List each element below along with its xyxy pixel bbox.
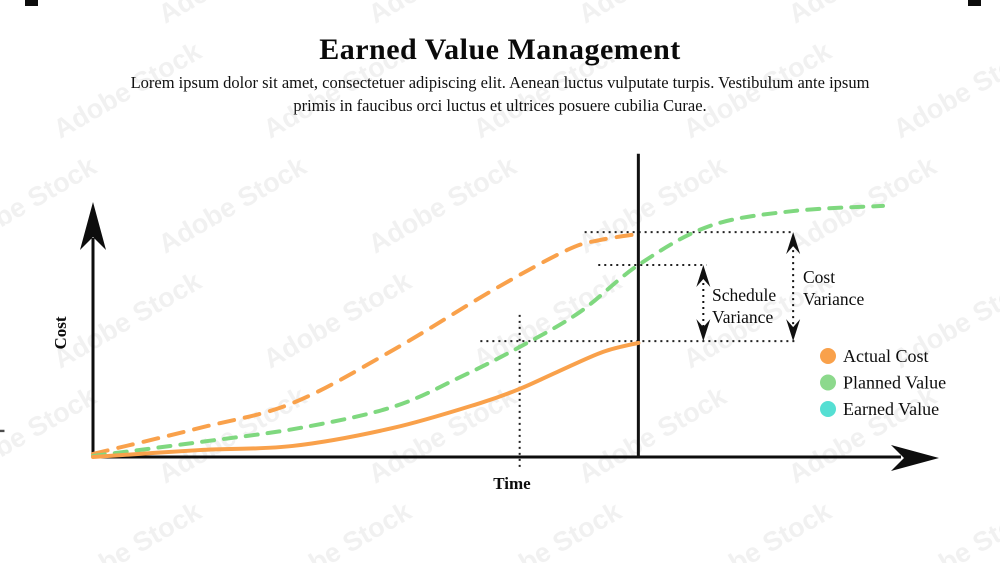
cost-variance-label-line1: Cost [803,267,835,287]
crop-mark-right [968,0,981,6]
page-subtitle: Lorem ipsum dolor sit amet, consectetuer… [0,71,1000,117]
x-axis-label: Time [493,474,531,493]
curve-earned-value [91,340,641,459]
legend-label-earned-value: Earned Value [843,399,939,419]
page-title: Earned Value Management [319,33,681,66]
x-axis-arrow-icon [891,445,939,471]
stock-id-watermark: Adobe Stock | #481731882 [0,311,5,561]
curve-actual-cost [91,231,641,456]
crop-mark-left [25,0,38,6]
schedule-variance-arrow [696,265,711,342]
schedule-variance-label-line2: Variance [712,307,773,327]
curves [91,203,885,459]
variance-arrows [696,232,801,342]
cost-variance-arrow [786,232,801,342]
chart-legend: Actual Cost Planned Value Earned Value [820,346,946,419]
curve-planned-value [91,203,885,458]
cost-variance-label-line2: Variance [803,289,864,309]
legend-dot-earned-value [820,401,836,417]
subtitle-line-2: primis in faucibus orci luctus et ultric… [293,96,707,115]
y-axis-label: Cost [51,316,70,349]
legend-dot-actual-cost [820,348,836,364]
subtitle-line-1: Lorem ipsum dolor sit amet, consectetuer… [130,73,870,92]
y-axis-arrow-icon [80,202,106,250]
legend-dot-planned-value [820,374,836,391]
legend-label-planned-value: Planned Value [843,373,946,393]
schedule-variance-label-line1: Schedule [712,285,776,305]
axes [80,202,939,471]
legend-label-actual-cost: Actual Cost [843,346,929,366]
